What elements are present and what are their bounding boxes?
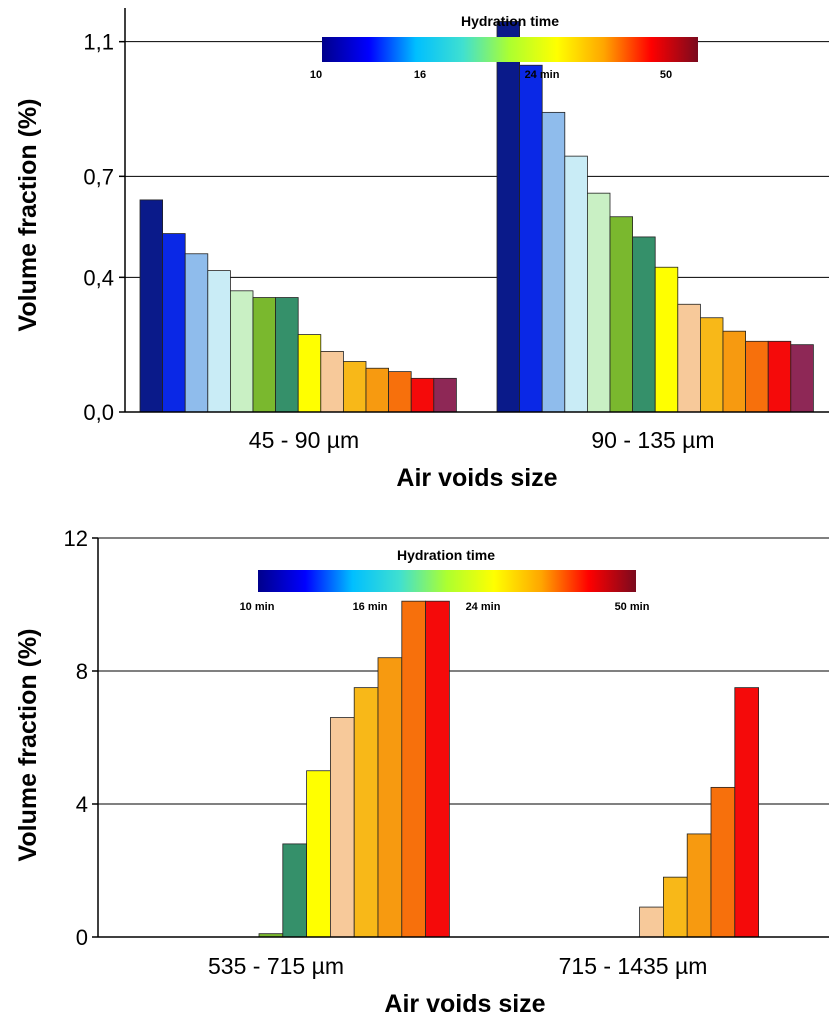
chart-1-y-ticks: 0,0 0,4 0,7 1,1 bbox=[83, 30, 125, 425]
x-category-label: 45 - 90 µm bbox=[249, 427, 359, 453]
chart-2-colorbar-label-4: 50 min bbox=[615, 601, 650, 613]
chart-1-colorbar-label-3: 24 min bbox=[525, 69, 560, 81]
bar bbox=[342, 361, 367, 413]
chart-1-colorbar-label-2: 16 bbox=[414, 69, 426, 81]
y-tick-label: 0,4 bbox=[83, 265, 114, 290]
bar bbox=[353, 687, 379, 938]
bar bbox=[745, 340, 769, 413]
bar bbox=[722, 330, 747, 413]
y-tick-label: 0,7 bbox=[83, 164, 114, 189]
chart-2-y-axis-label: Volume fraction (%) bbox=[14, 629, 42, 862]
chart-1-colorbar: Hydration time 10 16 24 min 50 bbox=[310, 13, 698, 81]
chart-1-x-axis-label: Air voids size bbox=[396, 464, 557, 492]
bar bbox=[632, 236, 656, 413]
bar bbox=[365, 367, 390, 413]
bar bbox=[252, 297, 277, 413]
bar bbox=[541, 111, 566, 413]
y-tick-label: 1,1 bbox=[83, 30, 114, 55]
bar bbox=[654, 266, 679, 413]
chart-2-colorbar-label-3: 24 min bbox=[466, 601, 501, 613]
chart-2-colorbar-gradient bbox=[258, 570, 636, 592]
chart-2-categories: 535 - 715 µm 715 - 1435 µm bbox=[208, 953, 707, 979]
chart-1-colorbar-label-4: 50 bbox=[660, 69, 672, 81]
bar bbox=[425, 600, 450, 938]
chart-1-y-axis-label: Volume fraction (%) bbox=[14, 99, 42, 332]
bar bbox=[433, 377, 457, 413]
y-tick-label: 0,0 bbox=[83, 400, 114, 425]
chart-2-colorbar-label-2: 16 min bbox=[353, 601, 388, 613]
chart-2-x-axis-label: Air voids size bbox=[384, 990, 545, 1018]
bar bbox=[329, 717, 355, 938]
bar bbox=[306, 770, 331, 938]
bar bbox=[184, 253, 209, 413]
bar bbox=[162, 233, 186, 413]
bar bbox=[282, 843, 307, 938]
x-category-label: 535 - 715 µm bbox=[208, 953, 344, 979]
bar bbox=[377, 657, 403, 938]
chart-1-categories: 45 - 90 µm 90 - 135 µm bbox=[249, 427, 715, 453]
chart-2: 0 4 8 12 535 - 715 µm 715 - 1435 µm Air void… bbox=[14, 526, 829, 1018]
bar bbox=[710, 786, 736, 938]
y-tick-label: 4 bbox=[76, 792, 88, 817]
y-tick-label: 12 bbox=[64, 526, 88, 551]
bar bbox=[564, 155, 588, 413]
bar bbox=[677, 303, 701, 413]
bar bbox=[639, 906, 664, 938]
chart-2-colorbar-label-1: 10 min bbox=[240, 601, 275, 613]
bar bbox=[686, 833, 712, 938]
chart-2-bars bbox=[258, 600, 759, 938]
chart-1-gridlines bbox=[125, 41, 829, 278]
bar bbox=[519, 64, 543, 413]
chart-1-colorbar-gradient bbox=[322, 37, 698, 62]
bar bbox=[139, 199, 164, 413]
bar bbox=[496, 21, 521, 413]
y-tick-label: 8 bbox=[76, 659, 88, 684]
bar bbox=[320, 350, 344, 413]
bar bbox=[297, 334, 322, 413]
chart-2-colorbar: Hydration time 10 min 16 min 24 min 50 m… bbox=[240, 547, 650, 613]
bar bbox=[609, 216, 634, 413]
bar bbox=[410, 377, 435, 413]
bar bbox=[275, 297, 299, 413]
y-tick-label: 0 bbox=[76, 925, 88, 950]
bar bbox=[229, 290, 254, 413]
bar bbox=[388, 371, 412, 413]
bar bbox=[734, 687, 759, 938]
bar bbox=[587, 192, 611, 413]
chart-2-gridlines bbox=[98, 537, 829, 805]
bar bbox=[663, 876, 688, 938]
bar bbox=[401, 600, 426, 938]
chart-1-bars bbox=[139, 21, 814, 413]
bar bbox=[700, 317, 724, 413]
bar bbox=[790, 344, 814, 413]
bar bbox=[207, 270, 231, 413]
bar bbox=[767, 340, 792, 413]
chart-2-colorbar-title: Hydration time bbox=[397, 547, 495, 563]
x-category-label: 715 - 1435 µm bbox=[559, 953, 708, 979]
x-category-label: 90 - 135 µm bbox=[591, 427, 714, 453]
chart-2-y-ticks: 0 4 8 12 bbox=[64, 526, 98, 950]
chart-1-colorbar-label-1: 10 bbox=[310, 69, 322, 81]
chart-1-colorbar-title: Hydration time bbox=[461, 13, 559, 29]
chart-1: 0,0 0,4 0,7 1,1 45 - 90 µm 90 - 135 µm Air v… bbox=[14, 8, 829, 492]
